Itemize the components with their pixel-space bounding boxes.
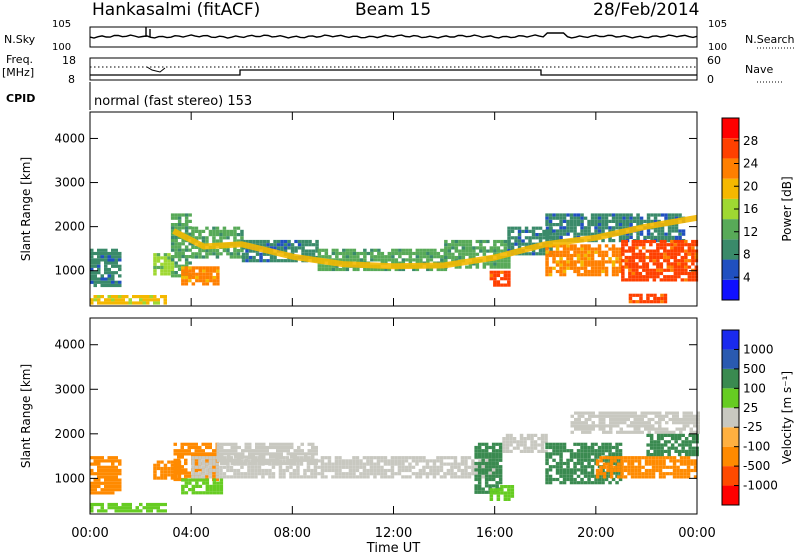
xtick-label: 08:00 bbox=[274, 526, 311, 541]
velocity-colorbar-title: Velocity [m s⁻¹] bbox=[780, 371, 794, 464]
velocity-ytick-label: 2000 bbox=[54, 427, 85, 441]
power-data-region bbox=[181, 266, 220, 286]
xtick-label: 04:00 bbox=[172, 526, 209, 541]
power-colorbar-label: 20 bbox=[743, 179, 758, 193]
velocity-ylabel: Slant Range [km] bbox=[19, 364, 33, 468]
nsky-tick-top: 105 bbox=[52, 19, 71, 30]
velocity-data-region bbox=[646, 433, 699, 457]
xtick-label: 00:00 bbox=[678, 526, 715, 541]
power-data-region bbox=[628, 293, 668, 304]
power-colorbar-label: 16 bbox=[743, 202, 758, 216]
velocity-colorbar-cell bbox=[722, 485, 739, 505]
xtick-label: 20:00 bbox=[577, 526, 614, 541]
xaxis-label: Time UT bbox=[366, 541, 420, 554]
freq-tick-bottom: 8 bbox=[68, 73, 75, 86]
xtick-label: 00:00 bbox=[71, 526, 108, 541]
power-colorbar-title: Power [dB] bbox=[780, 176, 794, 241]
velocity-data-region bbox=[90, 502, 167, 513]
power-colorbar-label: 8 bbox=[743, 248, 751, 262]
power-data-region bbox=[621, 239, 699, 282]
power-colorbar-cell bbox=[722, 198, 739, 220]
power-band-line bbox=[172, 214, 698, 270]
power-data-region bbox=[545, 213, 686, 243]
nsearch-label: N.Search bbox=[745, 33, 795, 46]
nave-label: Nave bbox=[745, 63, 773, 76]
power-ytick-label: 4000 bbox=[54, 131, 85, 145]
velocity-colorbar-label: 100 bbox=[743, 381, 766, 395]
freq-frame bbox=[89, 57, 698, 81]
cpid-text: normal (fast stereo) 153 bbox=[94, 94, 252, 109]
velocity-data-region bbox=[181, 478, 224, 495]
velocity-colorbar-cell bbox=[722, 388, 739, 408]
velocity-data-region bbox=[570, 411, 700, 434]
nsearch-tick-bottom: 100 bbox=[708, 42, 727, 53]
nave-tick-top: 60 bbox=[707, 54, 721, 67]
power-colorbar-label: 4 bbox=[743, 270, 751, 284]
power-colorbar-cell bbox=[722, 158, 739, 179]
velocity-colorbar-cell bbox=[722, 427, 739, 447]
xtick-label: 16:00 bbox=[476, 526, 513, 541]
velocity-data-region bbox=[595, 456, 698, 479]
date-title: 28/Feb/2014 bbox=[593, 0, 700, 20]
cpid-label: CPID bbox=[6, 92, 35, 105]
power-colorbar-cell bbox=[722, 118, 739, 139]
velocity-data-region bbox=[216, 442, 318, 466]
power-data-region bbox=[153, 253, 175, 276]
freq-label: Freq. bbox=[6, 53, 33, 66]
power-ylabel: Slant Range [km] bbox=[19, 157, 33, 261]
velocity-colorbar-label: 25 bbox=[743, 401, 758, 415]
velocity-colorbar-label: -25 bbox=[743, 420, 763, 434]
freq-tick-top: 18 bbox=[62, 54, 76, 67]
power-colorbar-cell bbox=[722, 219, 739, 240]
power-ytick-label: 1000 bbox=[54, 264, 85, 278]
velocity-colorbar-cell bbox=[722, 368, 739, 389]
velocity-data-region bbox=[90, 456, 122, 495]
velocity-colorbar-label: -500 bbox=[743, 459, 770, 473]
velocity-colorbar-frame bbox=[721, 329, 740, 506]
power-data-region bbox=[444, 239, 511, 269]
power-colorbar-cell bbox=[722, 259, 739, 280]
power-colorbar-cell bbox=[722, 178, 739, 199]
nsearch-tick-top: 105 bbox=[708, 19, 727, 30]
xtick-label: 12:00 bbox=[375, 526, 412, 541]
freq-dip bbox=[146, 66, 166, 73]
nsky-tick-bottom: 100 bbox=[52, 42, 71, 53]
nsky-label: N.Sky bbox=[4, 33, 36, 46]
power-ytick-label: 2000 bbox=[54, 220, 85, 234]
nave-series-line bbox=[90, 69, 697, 76]
power-colorbar-label: 24 bbox=[743, 157, 758, 171]
velocity-colorbar-label: 500 bbox=[743, 362, 766, 376]
velocity-data-region bbox=[474, 442, 503, 494]
velocity-colorbar-label: -100 bbox=[743, 440, 770, 454]
velocity-colorbar-cell bbox=[722, 446, 739, 467]
power-ytick-label: 3000 bbox=[54, 176, 85, 190]
station-title: Hankasalmi (fitACF) bbox=[92, 0, 261, 20]
velocity-data-region bbox=[489, 485, 515, 501]
velocity-ytick-label: 1000 bbox=[54, 471, 85, 485]
velocity-ytick-label: 4000 bbox=[54, 338, 85, 352]
beam-title: Beam 15 bbox=[355, 0, 432, 20]
power-colorbar-cell bbox=[722, 279, 739, 300]
velocity-colorbar-cell bbox=[722, 330, 739, 350]
velocity-colorbar-label: 1000 bbox=[743, 342, 774, 356]
power-colorbar-cell bbox=[722, 138, 739, 159]
power-colorbar-cell bbox=[722, 239, 739, 260]
velocity-colorbar-cell bbox=[722, 407, 739, 428]
velocity-data-region bbox=[502, 433, 548, 453]
velocity-colorbar-cell bbox=[722, 466, 739, 486]
velocity-colorbar-label: -1000 bbox=[743, 479, 778, 493]
power-data-region bbox=[90, 248, 122, 288]
power-data-region bbox=[545, 244, 623, 277]
power-colorbar-label: 28 bbox=[743, 134, 758, 148]
power-colorbar-label: 12 bbox=[743, 225, 758, 239]
velocity-ytick-label: 3000 bbox=[54, 382, 85, 396]
power-data-region bbox=[90, 295, 167, 305]
velocity-colorbar-cell bbox=[722, 349, 739, 369]
freq-unit: [MHz] bbox=[2, 66, 34, 79]
nave-tick-bottom: 0 bbox=[707, 73, 714, 86]
power-data-region bbox=[489, 270, 511, 287]
nsky-series-line bbox=[89, 32, 698, 39]
